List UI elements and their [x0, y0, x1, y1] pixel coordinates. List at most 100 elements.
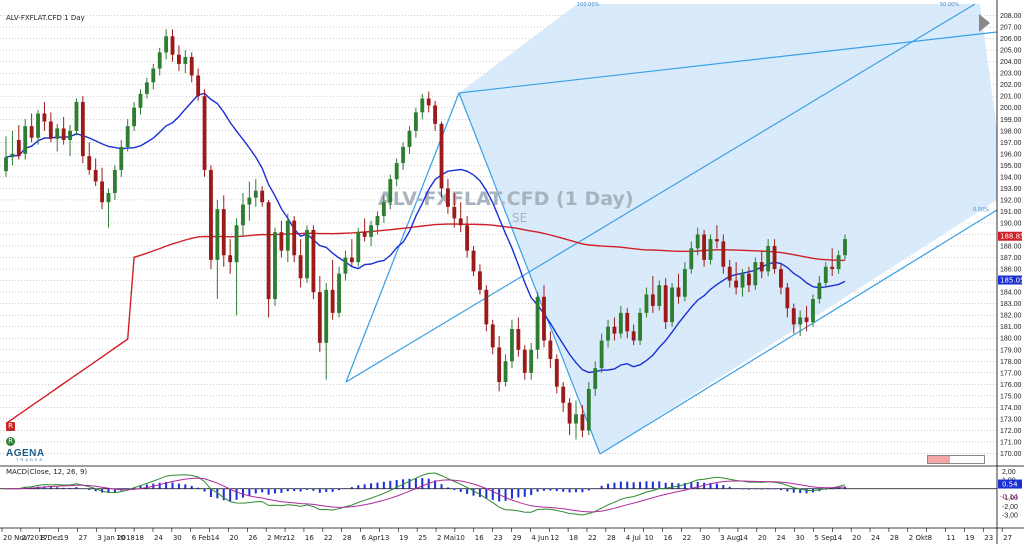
- x-tick-label: 20: [229, 534, 238, 542]
- candle-body: [330, 289, 335, 313]
- candle-body: [343, 257, 348, 274]
- candle-body: [823, 266, 828, 283]
- candle-body: [317, 292, 322, 343]
- sma-price-badge: [998, 275, 1022, 285]
- candle-body: [112, 169, 117, 194]
- macd-histogram-bar: [158, 482, 161, 489]
- badge-r-red[interactable]: R: [6, 422, 15, 431]
- macd-histogram-bar: [671, 482, 674, 489]
- candle-body: [772, 246, 777, 270]
- macd-histogram-bar: [171, 482, 174, 489]
- macd-histogram-bar: [75, 487, 78, 489]
- channel-upper-line: [458, 31, 998, 94]
- candle-body: [638, 312, 642, 341]
- candle-body: [221, 209, 226, 256]
- macd-histogram-bar: [594, 488, 597, 489]
- candle-body: [689, 248, 694, 270]
- candle-body: [574, 414, 578, 424]
- candle-body: [618, 312, 623, 334]
- macd-histogram-bar: [792, 488, 795, 493]
- candle-body: [670, 287, 674, 323]
- macd-histogram-bar: [43, 486, 46, 489]
- x-tick-label: 20: [758, 534, 767, 542]
- x-tick-label: 19: [60, 534, 69, 542]
- macd-histogram-bar: [715, 483, 718, 489]
- macd-histogram-bar: [645, 481, 648, 489]
- macd-histogram-bar: [370, 483, 373, 489]
- x-tick-label: 12: [550, 534, 559, 542]
- x-tick-label: 2 Mai: [437, 534, 456, 542]
- x-tick-label: 30: [173, 534, 182, 542]
- fib-level-label: 100.00%: [577, 2, 599, 8]
- macd-histogram-bar: [760, 488, 763, 490]
- candle-body: [439, 123, 444, 189]
- fib-level-label: 50.00%: [940, 2, 959, 8]
- candle-body: [80, 101, 85, 157]
- x-tick-label: 10: [456, 534, 465, 542]
- x-tick-label: 16: [663, 534, 672, 542]
- macd-histogram-bar: [626, 481, 629, 489]
- candle-body: [407, 130, 412, 147]
- candle-body: [170, 36, 175, 55]
- macd-histogram-bar: [382, 481, 385, 489]
- candle-body: [702, 234, 707, 260]
- candle-body: [48, 121, 53, 139]
- macd-signal-line: [5, 477, 846, 513]
- macd-histogram-bar: [81, 488, 84, 490]
- macd-histogram-bar: [145, 484, 148, 489]
- candle-body: [567, 402, 572, 424]
- macd-histogram-bar: [389, 480, 392, 489]
- macd-histogram-bar: [177, 483, 180, 489]
- macd-histogram-bar: [735, 488, 738, 489]
- candle-body: [465, 225, 470, 251]
- x-tick-label: 2 Mrz: [267, 534, 287, 542]
- macd-histogram-bar: [299, 488, 302, 492]
- candle-body: [817, 282, 822, 300]
- y-tick-label: 173.00: [1000, 416, 1022, 423]
- candle-body: [87, 156, 92, 170]
- candle-body: [164, 36, 169, 53]
- macd-histogram-bar: [459, 488, 462, 492]
- candle-body: [516, 329, 521, 350]
- macd-histogram-bar: [555, 488, 558, 492]
- macd-histogram-bar: [209, 488, 212, 497]
- macd-histogram-bar: [344, 488, 347, 489]
- badge-r-green[interactable]: R: [6, 437, 15, 446]
- scroll-indicator[interactable]: [927, 455, 985, 464]
- candle-body: [298, 255, 303, 279]
- agena-logo: AGENA TRADER: [6, 448, 54, 462]
- x-tick-label: 23: [494, 534, 503, 542]
- candle-body: [138, 93, 143, 108]
- macd-histogram-bar: [613, 482, 616, 489]
- candle-body: [381, 202, 386, 217]
- macd-histogram-bar: [542, 488, 545, 491]
- y-tick-label: 176.00: [1000, 382, 1022, 389]
- macd-title: MACD(Close, 12, 26, 9): [6, 468, 88, 476]
- y-tick-label: 207.00: [1000, 25, 1022, 32]
- y-tick-label: 191.00: [1000, 209, 1022, 216]
- macd-value: 0.54: [1002, 481, 1018, 489]
- macd-histogram-bar: [562, 488, 565, 492]
- scroll-thumb[interactable]: [928, 456, 950, 463]
- candle-body: [10, 153, 15, 158]
- candle-body: [36, 113, 40, 138]
- x-tick-label: 19: [399, 534, 408, 542]
- macd-histogram-bar: [261, 488, 264, 493]
- macd-histogram-bar: [728, 486, 731, 489]
- macd-histogram-bar: [107, 488, 110, 494]
- y-tick-label: 205.00: [1000, 48, 1022, 55]
- collapse-triangle-icon[interactable]: [979, 14, 990, 32]
- candle-body: [16, 139, 21, 157]
- macd-histogram-bar: [779, 488, 782, 491]
- macd-histogram-bar: [587, 488, 590, 491]
- candle-body: [189, 57, 194, 76]
- candle-body: [151, 68, 156, 83]
- candle-body: [586, 388, 591, 431]
- macd-line: [5, 472, 846, 516]
- macd-histogram-bar: [536, 488, 539, 492]
- macd-histogram-bar: [338, 488, 341, 491]
- macd-histogram-bar: [113, 488, 116, 493]
- candle-body: [132, 107, 137, 127]
- candle-body: [599, 340, 604, 369]
